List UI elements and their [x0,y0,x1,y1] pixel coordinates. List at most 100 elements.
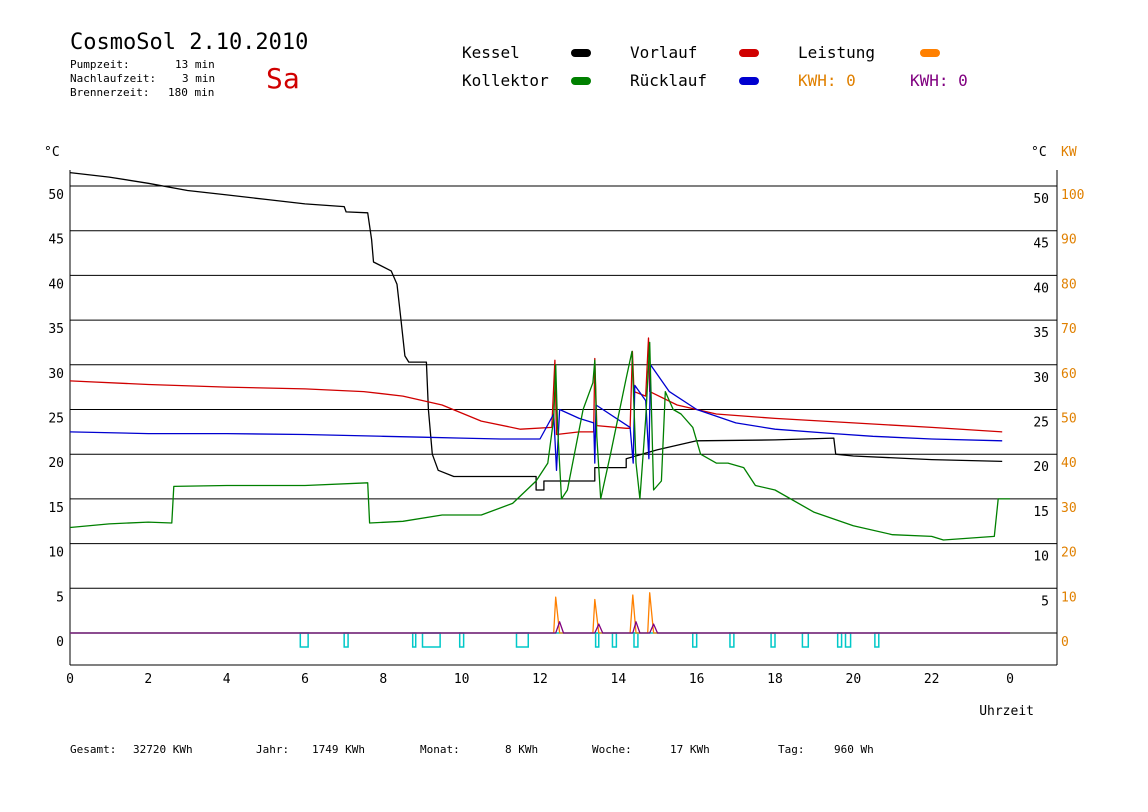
series-vorlauf [70,338,1002,435]
y-tick-left-40: 40 [48,277,64,292]
pump-interval-5 [517,633,529,647]
footer-monat-label: Monat: [420,743,460,756]
pump-interval-2 [413,633,416,647]
pump-interval-9 [693,633,697,647]
pump-interval-7 [612,633,616,647]
legend-ruecklauf-swatch [739,77,759,85]
pump-interval-1 [344,633,348,647]
pump-time-label: Pumpzeit: [70,58,130,72]
pump-interval-15 [875,633,879,647]
y-tick-left-15: 15 [48,501,64,516]
footer-jahr-label: Jahr: [256,743,289,756]
series-kessel [70,173,1002,490]
y-tick-right-40: 40 [1033,281,1049,296]
y2-tick-kw-70: 70 [1061,322,1077,337]
y-tick-right-25: 25 [1033,416,1049,431]
y-unit-right: °C [1031,145,1047,160]
legend-kessel-label: Kessel [462,43,520,62]
y2-tick-kw-80: 80 [1061,277,1077,292]
legend-vorlauf-swatch [739,49,759,57]
x-tick-4: 8 [379,672,387,687]
y-tick-left-45: 45 [48,233,64,248]
pump-interval-8 [634,633,638,647]
legend-kollektor-swatch [571,77,591,85]
y-tick-left-50: 50 [48,188,64,203]
weekday-label: Sa [266,62,300,95]
y-tick-right-10: 10 [1033,550,1049,565]
y-tick-right-20: 20 [1033,460,1049,475]
footer-tag-value: 960 Wh [834,743,874,756]
x-tick-10: 20 [846,672,862,687]
x-tick-9: 18 [767,672,783,687]
brenner-time-label: Brennerzeit: [70,86,149,100]
y-tick-left-5: 5 [56,590,64,605]
chart-title: CosmoSol 2.10.2010 [70,30,308,55]
footer-woche-label: Woche: [592,743,632,756]
footer-gesamt-value: 32720 KWh [133,743,193,756]
footer-gesamt-label: Gesamt: [70,743,116,756]
legend-kessel-swatch [571,49,591,57]
pump-interval-14 [846,633,851,647]
footer-jahr-value: 1749 KWh [312,743,365,756]
footer-woche-value: 17 KWh [670,743,710,756]
y2-tick-kw-30: 30 [1061,501,1077,516]
y-unit-left: °C [44,145,60,160]
y-tick-right-30: 30 [1033,371,1049,386]
legend-vorlauf-label: Vorlauf [630,43,697,62]
legend-leistung-swatch [920,49,940,57]
y-tick-right-5: 5 [1041,594,1049,609]
y2-tick-kw-20: 20 [1061,546,1077,561]
y-tick-right-45: 45 [1033,237,1049,252]
x-tick-1: 2 [144,672,152,687]
x-tick-3: 6 [301,672,309,687]
legend-ruecklauf-label: Rücklauf [630,71,707,90]
y2-tick-kw-90: 90 [1061,233,1077,248]
series-leistung [70,593,1010,633]
pump-interval-11 [771,633,775,647]
pump-interval-10 [730,633,734,647]
pump-interval-12 [802,633,808,647]
y-tick-left-25: 25 [48,412,64,427]
x-tick-8: 16 [689,672,705,687]
temperature-chart: °C °C KW0510152025303540455051015202530354… [0,0,1148,812]
legend-kollektor-label: Kollektor [462,71,549,90]
y2-tick-kw-100: 100 [1061,188,1084,203]
footer-tag-label: Tag: [778,743,805,756]
pump-interval-0 [300,633,308,647]
y-tick-left-10: 10 [48,546,64,561]
y-tick-left-35: 35 [48,322,64,337]
y-tick-right-50: 50 [1033,192,1049,207]
series-kollektor [70,342,1010,540]
legend-kwh-purple: KWH: 0 [910,71,968,90]
x-axis-label: Uhrzeit [979,704,1034,719]
pump-time-value: 13 min [175,58,215,72]
legend-leistung-label: Leistung [798,43,875,62]
y2-tick-kw-40: 40 [1061,456,1077,471]
x-tick-6: 12 [532,672,548,687]
x-tick-2: 4 [223,672,231,687]
x-tick-0: 0 [66,672,74,687]
x-tick-5: 10 [454,672,470,687]
y-unit-kw: KW [1061,145,1077,160]
footer-monat-value: 8 KWh [505,743,538,756]
y-tick-left-30: 30 [48,367,64,382]
pump-interval-4 [460,633,464,647]
x-tick-12: 0 [1006,672,1014,687]
pump-interval-3 [423,633,441,647]
y2-tick-kw-10: 10 [1061,590,1077,605]
y-tick-left-20: 20 [48,456,64,471]
x-tick-7: 14 [611,672,627,687]
nachlauf-time-label: Nachlaufzeit: [70,72,156,86]
legend-kwh-orange: KWH: 0 [798,71,856,90]
y2-tick-kw-0: 0 [1061,635,1069,650]
pump-interval-6 [596,633,599,647]
y2-tick-kw-50: 50 [1061,412,1077,427]
y2-tick-kw-60: 60 [1061,367,1077,382]
y-tick-right-15: 15 [1033,505,1049,520]
x-tick-11: 22 [924,672,940,687]
series-kwh [70,622,1010,633]
y-tick-right-35: 35 [1033,326,1049,341]
pump-interval-13 [838,633,842,647]
nachlauf-time-value: 3 min [182,72,215,86]
y-tick-left-0: 0 [56,635,64,650]
